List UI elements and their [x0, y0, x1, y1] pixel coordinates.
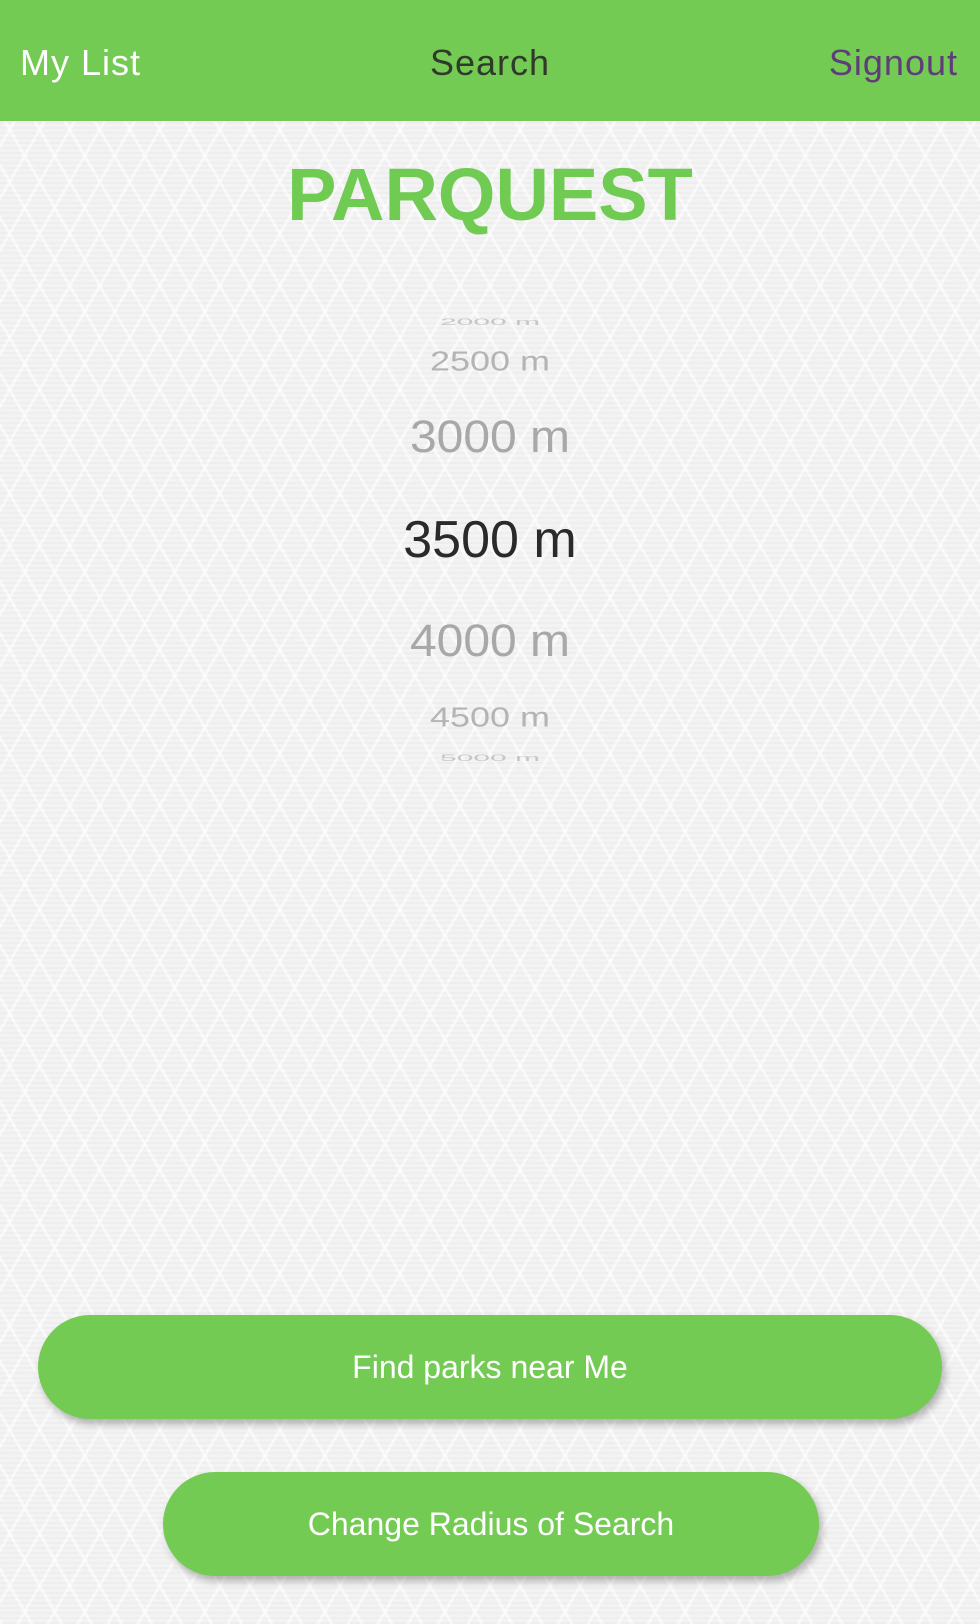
change-radius-button[interactable]: Change Radius of Search [163, 1472, 819, 1576]
find-parks-button[interactable]: Find parks near Me [38, 1315, 942, 1419]
picker-option[interactable]: 2500 m [290, 345, 690, 378]
top-navigation-bar: My List Search Signout [0, 0, 980, 121]
picker-option[interactable]: 2000 m [290, 318, 690, 326]
picker-option[interactable]: 4500 m [290, 701, 690, 734]
picker-option-selected[interactable]: 3500 m [290, 510, 690, 570]
app-title: PARQUEST [0, 150, 980, 240]
picker-option[interactable]: 5000 m [290, 754, 690, 762]
picker-option[interactable]: 3000 m [290, 412, 690, 465]
picker-option[interactable]: 4000 m [290, 616, 690, 669]
signout-link[interactable]: Signout [829, 40, 958, 86]
radius-picker[interactable]: 2000 m 2500 m 3000 m 3500 m 4000 m 4500 … [290, 300, 690, 780]
